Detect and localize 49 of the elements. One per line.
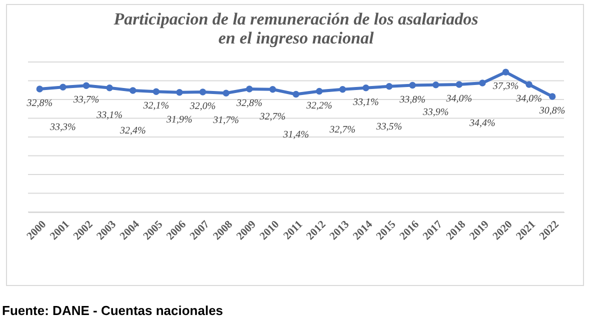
point	[526, 81, 532, 88]
data-label: 32,8%	[235, 98, 262, 109]
data-label: 34,0%	[515, 94, 542, 104]
data-label: 32,7%	[328, 124, 356, 136]
data-label: 32,1%	[142, 100, 170, 112]
x-tick-label: 2011	[281, 218, 305, 242]
data-label: 37,3%	[492, 81, 519, 92]
data-label: 30,8%	[538, 106, 566, 116]
data-label: 31,4%	[282, 129, 309, 140]
data-label: 33,7%	[72, 94, 100, 106]
data-label: 33,9%	[422, 106, 449, 118]
point	[152, 88, 160, 95]
data-label: 31,7%	[212, 115, 240, 126]
point	[502, 68, 510, 76]
point	[60, 84, 66, 90]
point	[456, 81, 462, 88]
data-label: 32,2%	[305, 100, 332, 112]
chart-title: Participacion de la remuneración de los asalariados en el ingreso nacional	[112, 10, 479, 48]
data-label: 34,4%	[468, 118, 496, 129]
point	[292, 90, 300, 98]
point	[479, 80, 486, 86]
point	[316, 88, 323, 95]
data-label: 32,0%	[188, 101, 216, 112]
point	[432, 82, 440, 88]
point	[246, 86, 253, 92]
point	[339, 86, 346, 93]
point	[548, 93, 556, 100]
point	[176, 89, 183, 96]
point	[199, 88, 206, 96]
point	[222, 90, 230, 96]
data-label: 33,5%	[375, 121, 402, 132]
data-label: 33,8%	[398, 94, 426, 106]
data-label: 32,4%	[118, 126, 146, 136]
point	[130, 87, 136, 94]
point	[269, 86, 276, 93]
data-label: 33,1%	[96, 110, 122, 121]
point	[386, 83, 393, 90]
data-label: 33,3%	[49, 122, 76, 134]
point	[82, 82, 90, 89]
point	[409, 82, 416, 89]
point	[106, 84, 113, 92]
point	[36, 86, 44, 92]
data-label: 32,7%	[258, 111, 286, 122]
data-label: 33,1%	[352, 96, 379, 108]
data-label: 31,9%	[166, 114, 192, 126]
data-label: 32,8%	[26, 98, 53, 109]
point	[362, 84, 370, 92]
data-label: 34,0%	[445, 94, 472, 104]
source-note: Fuente: DANE - Cuentas nacionales	[2, 303, 224, 318]
